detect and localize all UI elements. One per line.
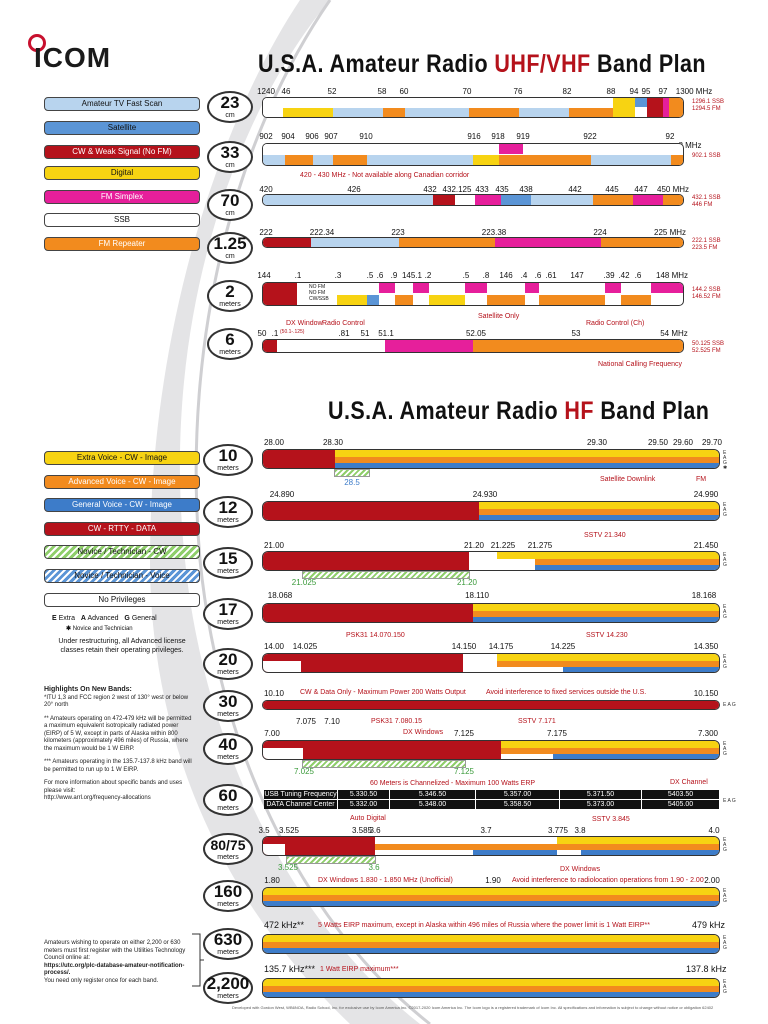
legend-digital: Digital (44, 166, 200, 180)
band-2m-bar: NO FM NO FM CW/SSB (262, 282, 684, 306)
band-2m-satellite-note: Satellite Only (478, 313, 520, 320)
band-80m-novice-cw (286, 856, 376, 864)
license-class-key: E Extra A Advanced G General (52, 615, 157, 622)
band-6m-dx-range: (50.1-.125) (280, 329, 305, 335)
band-2200m-note: 1 Watt EIRP maximum*** (320, 966, 399, 973)
highlights-url[interactable]: http://www.arrl.org/frequency-allocation… (44, 795, 151, 801)
band-15m-sstv: SSTV 21.340 (584, 532, 626, 539)
band-60m-dx-channel: DX Channel (670, 779, 708, 786)
band-33cm-side-notes: 902.1 SSB (692, 153, 721, 159)
legend-novice-voice: Novice / Technician - Voice (44, 569, 200, 583)
band-badge-40m: 40 meters (203, 733, 253, 765)
band-6m-calling-note: National Calling Frequency (598, 361, 683, 368)
legend-cw-rtty-data: CW - RTTY - DATA (44, 522, 200, 536)
band-125-side-notes: 222.1 SSB 223.5 FM (692, 238, 721, 251)
band-6m-radio-control: Radio Control (322, 320, 365, 327)
band-80m-bar (262, 836, 720, 856)
brand-logo: ICOM (34, 42, 112, 73)
band-40m-sstv: SSTV 7.171 (518, 718, 556, 725)
band-10m-285: 28.5 (344, 478, 360, 487)
band-badge-2m: 2 meters (207, 280, 253, 312)
band-40m-psk31: PSK31 7.080.15 (371, 718, 422, 725)
restructure-note: Under restructuring, all Advanced licens… (58, 638, 186, 654)
band-30m-cw-note: CW & Data Only - Maximum Power 200 Watts… (300, 689, 466, 696)
band-630m-bar (262, 934, 720, 954)
band-badge-2200m: 2,200 meters (203, 972, 253, 1004)
band-30m-avoid-note: Avoid interference to fixed services out… (486, 689, 647, 696)
band-160m-bar (262, 887, 720, 907)
legend-advanced: Advanced Voice - CW - Image (44, 475, 200, 489)
band-badge-630m: 630 meters (203, 928, 253, 960)
band-15m-bar (262, 551, 720, 571)
band-2200m-bar (262, 978, 720, 998)
band-80m-dx-windows: DX Windows (560, 866, 601, 873)
register-url[interactable]: https://utc.org/plc-database-amateur-not… (44, 962, 185, 977)
band-40m-novice-cw (302, 760, 466, 768)
band-6m-bar (262, 339, 684, 353)
logo-mark-icon (28, 34, 46, 52)
band-badge-17m: 17 meters (203, 598, 253, 630)
band-15m-novice-cw (302, 571, 470, 579)
band-60m-channel-note: 60 Meters is Channelized - Maximum 100 W… (370, 780, 536, 787)
band-badge-30m: 30 meters (203, 690, 253, 722)
band-10m-fm-note: FM (696, 476, 707, 483)
legend-fm-repeater: FM Repeater (44, 237, 200, 251)
band-2m-side-notes: 144.2 SSB 146.52 FM (692, 287, 721, 300)
band-125-bar (262, 237, 684, 248)
footer-note: Developed with Gordon West, WB6NOA, Radi… (232, 1005, 714, 1010)
band-40m-bar (262, 740, 720, 760)
band-badge-10m: 10 meters (203, 444, 253, 476)
legend-no-privileges: No Privileges (44, 593, 200, 607)
legend-amateur-tv: Amateur TV Fast Scan (44, 97, 200, 111)
band-10m-bar (262, 449, 720, 469)
band-badge-20m: 20 meters (203, 648, 253, 680)
legend-satellite: Satellite (44, 121, 200, 135)
band-badge-15m: 15 meters (203, 547, 253, 579)
band-badge-160m: 160 meters (203, 880, 253, 912)
band-badge-125: 1.25 cm (207, 232, 253, 264)
band-10m-novice-voice (334, 469, 370, 477)
legend-ssb: SSB (44, 213, 200, 227)
band-70cm-bar (262, 194, 684, 206)
band-20m-bar (262, 653, 720, 673)
band-70cm-note: 420 - 430 MHz - Not available along Cana… (300, 172, 470, 179)
band-6m-side-notes: 50.125 SSB 52.525 FM (692, 341, 725, 354)
band-80m-auto-digital: Auto Digital (350, 815, 386, 822)
highlights-panel: Highlights On New Bands: *ITU 1,3 and FC… (44, 686, 194, 803)
band-30m-bar (262, 700, 720, 710)
band-12m-bar (262, 501, 720, 521)
band-160m-dx-note: DX Windows 1.830 - 1.850 MHz (Unofficial… (318, 877, 453, 884)
register-panel: Amateurs wishing to operate on either 2,… (44, 940, 194, 985)
band-20m-sstv: SSTV 14.230 (586, 632, 628, 639)
band-160m-avoid-note: Avoid interference to radiolocation oper… (512, 877, 704, 884)
hf-title: U.S.A. Amateur Radio HF Band Plan (328, 397, 710, 425)
band-6m-radio-control-ch: Radio Control (Ch) (586, 320, 645, 327)
uhf-vhf-title: U.S.A. Amateur Radio UHF/VHF Band Plan (258, 50, 706, 78)
register-bracket (192, 933, 204, 987)
band-badge-6m: 6 meters (207, 328, 253, 360)
band-badge-23cm: 23 cm (207, 91, 253, 123)
band-badge-80-75m: 80/75 meters (203, 833, 253, 865)
band-70cm-side-notes: 432.1 SSB 446 FM (692, 195, 721, 208)
legend-general: General Voice - CW - Image (44, 498, 200, 512)
band-badge-12m: 12 meters (203, 496, 253, 528)
legend-cw-weak-signal: CW & Weak Signal (No FM) (44, 145, 200, 159)
novice-key: ✱ Novice and Technician (66, 626, 133, 632)
band-10m-satellite-note: Satellite Downlink (600, 476, 656, 483)
band-23cm-bar (262, 97, 684, 118)
band-630m-note: 5 Watts EIRP maximum, except in Alaska w… (318, 922, 650, 929)
band-80m-sstv: SSTV 3.845 (592, 816, 630, 823)
band-badge-70cm: 70 cm (207, 189, 253, 221)
band-badge-60m: 60 meters (203, 784, 253, 816)
band-33cm-bar (262, 143, 684, 166)
legend-novice-cw: Novice / Technician - CW (44, 545, 200, 559)
legend-extra: Extra Voice - CW - Image (44, 451, 200, 465)
band-6m-dx-window: DX Window (286, 320, 323, 327)
band-badge-33cm: 33 cm (207, 141, 253, 173)
band-23cm-side-notes: 1296.1 SSB 1294.5 FM (692, 99, 725, 112)
band-20m-psk31: PSK31 14.070.150 (346, 632, 405, 639)
legend-fm-simplex: FM Simplex (44, 190, 200, 204)
band-40m-dx-windows: DX Windows (403, 729, 444, 736)
band-17m-bar (262, 603, 720, 623)
